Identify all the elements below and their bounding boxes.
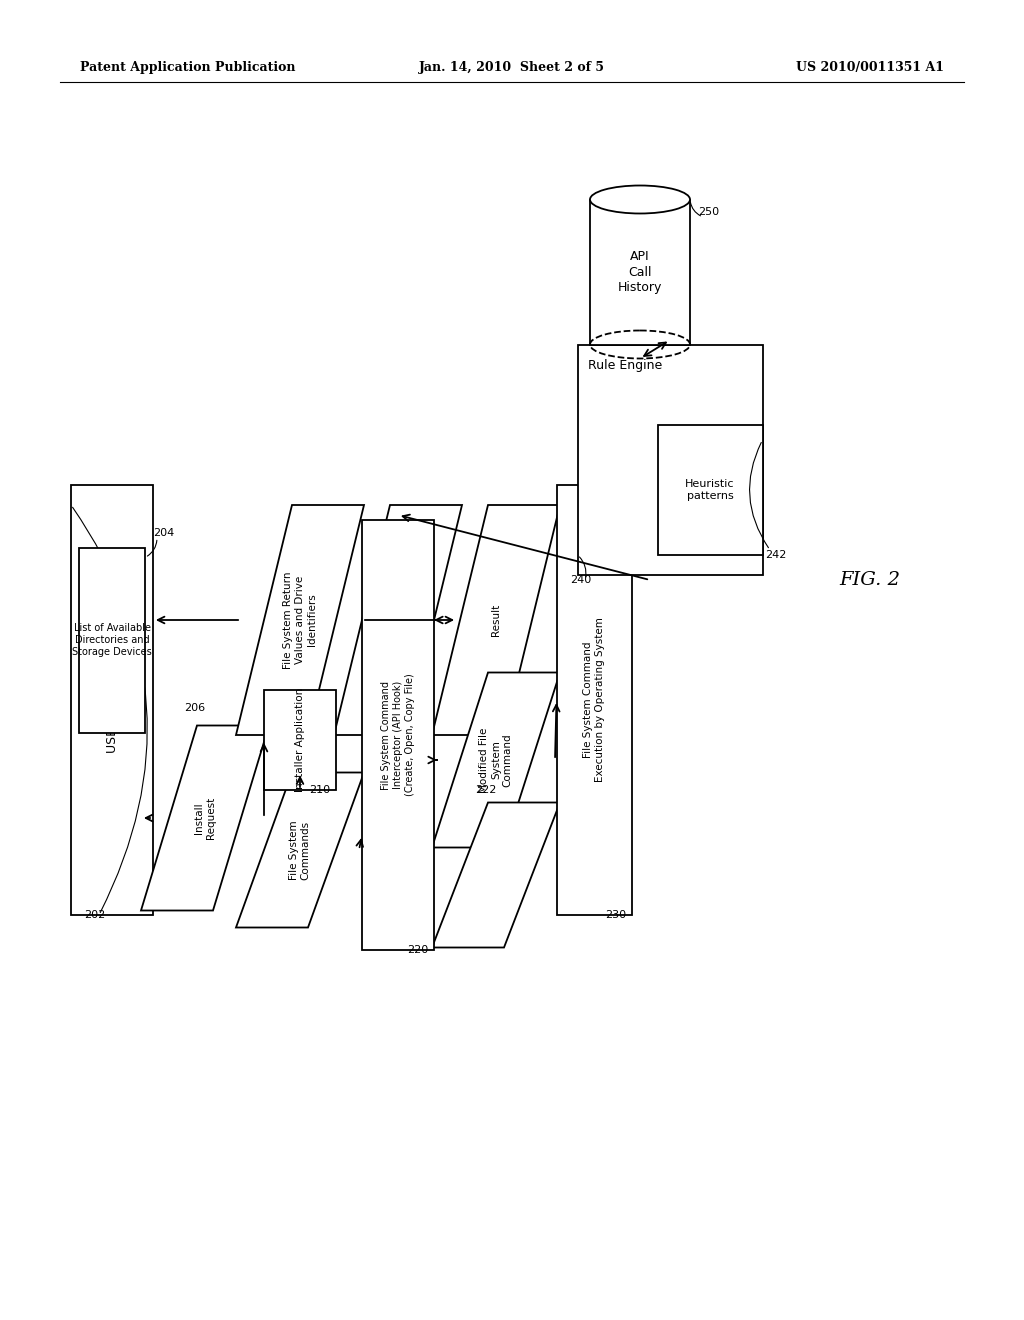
- Text: 222: 222: [475, 785, 497, 795]
- Text: FIG. 2: FIG. 2: [840, 572, 900, 589]
- Text: Modified File
System
Command: Modified File System Command: [479, 727, 513, 793]
- Text: File System
Commands: File System Commands: [289, 820, 311, 880]
- Text: 208: 208: [309, 725, 331, 735]
- Text: 234: 234: [506, 725, 526, 735]
- Text: Patent Application Publication: Patent Application Publication: [80, 62, 296, 74]
- Text: API
Call
History: API Call History: [617, 251, 663, 293]
- Text: 206: 206: [184, 704, 206, 713]
- Text: Installer Application: Installer Application: [295, 688, 305, 792]
- Text: Result: Result: [490, 603, 501, 636]
- Text: 232: 232: [506, 840, 526, 850]
- Text: 250: 250: [698, 207, 719, 216]
- Text: 240: 240: [570, 576, 591, 585]
- Bar: [362, 520, 434, 950]
- Text: 242: 242: [765, 550, 786, 560]
- Polygon shape: [236, 506, 364, 735]
- Text: Rule Engine: Rule Engine: [588, 359, 662, 372]
- Text: File System Command
Execution by Operating System: File System Command Execution by Operati…: [584, 618, 605, 783]
- Bar: [79, 548, 145, 733]
- Text: Heuristic
patterns: Heuristic patterns: [685, 479, 735, 500]
- Text: File System Command
Interceptor (API Hook)
(Create, Open, Copy File): File System Command Interceptor (API Hoo…: [381, 673, 415, 796]
- Bar: [578, 345, 763, 576]
- Text: 202: 202: [84, 909, 105, 920]
- Bar: [657, 425, 763, 554]
- Text: 214: 214: [408, 725, 429, 735]
- Text: 210: 210: [309, 785, 331, 795]
- Polygon shape: [334, 506, 462, 735]
- Text: Jan. 14, 2010  Sheet 2 of 5: Jan. 14, 2010 Sheet 2 of 5: [419, 62, 605, 74]
- Text: 204: 204: [153, 528, 174, 537]
- Ellipse shape: [590, 186, 690, 214]
- Text: Install
Request: Install Request: [195, 797, 216, 840]
- Bar: [71, 484, 153, 915]
- Text: 220: 220: [408, 945, 429, 954]
- Bar: [264, 690, 336, 789]
- Polygon shape: [432, 672, 560, 847]
- Text: USER INTERFACE: USER INTERFACE: [105, 647, 119, 752]
- Text: File System Return
Values and Drive
Identifiers: File System Return Values and Drive Iden…: [284, 572, 316, 669]
- Polygon shape: [141, 726, 269, 911]
- Text: US 2010/0011351 A1: US 2010/0011351 A1: [796, 62, 944, 74]
- Polygon shape: [432, 506, 560, 735]
- Text: 230: 230: [605, 909, 627, 920]
- Polygon shape: [432, 803, 560, 948]
- Text: 212: 212: [280, 755, 301, 766]
- Polygon shape: [236, 772, 364, 928]
- Bar: [590, 199, 690, 345]
- Text: File System
Return Value: File System Return Value: [387, 586, 409, 653]
- Text: List of Available
Directories and
Storage Devices: List of Available Directories and Storag…: [72, 623, 152, 656]
- Bar: [556, 484, 632, 915]
